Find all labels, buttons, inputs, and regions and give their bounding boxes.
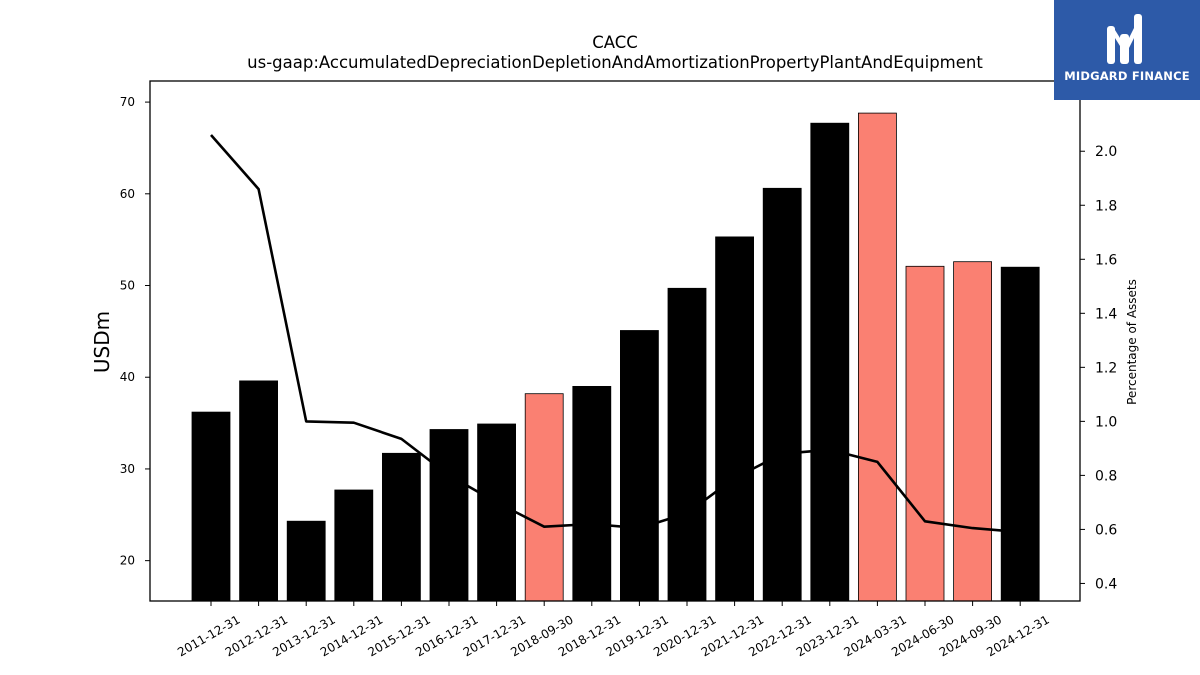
midgard-finance-logo: MIDGARD FINANCE — [1054, 0, 1200, 100]
bar — [429, 429, 469, 602]
bar — [715, 236, 754, 602]
bar — [905, 265, 945, 602]
logo-text: MIDGARD FINANCE — [1064, 69, 1190, 83]
y-axis-label: USDm — [90, 311, 114, 373]
y2-tick-label: 1.4 — [1095, 306, 1117, 322]
bar — [286, 520, 326, 602]
y-tick-label: 30 — [120, 462, 135, 476]
bar — [620, 330, 659, 602]
y2-tick-label: 0.4 — [1095, 576, 1117, 592]
y-axis-left: 20 30 40 50 60 70 — [120, 95, 150, 568]
bar — [1000, 266, 1040, 602]
y2-axis-label: Percentage of Assets — [1125, 279, 1139, 405]
bar — [477, 423, 517, 602]
y-tick-label: 50 — [120, 279, 135, 293]
bar — [810, 122, 850, 602]
bar-series — [191, 112, 1040, 602]
y-tick-label: 40 — [120, 370, 135, 384]
y-tick-label: 20 — [120, 554, 135, 568]
chart-subtitle: us-gaap:AccumulatedDepreciationDepletion… — [247, 53, 983, 72]
y-tick-label: 70 — [120, 95, 135, 109]
midgard-logo-icon — [1107, 14, 1142, 64]
plot-frame — [149, 80, 1081, 602]
bar — [572, 385, 612, 602]
bar — [858, 112, 897, 602]
bar — [381, 452, 421, 602]
y2-tick-label: 1.8 — [1095, 198, 1117, 214]
bar — [667, 287, 707, 602]
x-axis: 2011-12-312012-12-312013-12-312014-12-31… — [175, 601, 1052, 659]
line-series — [210, 134, 1021, 534]
y2-tick-label: 2.0 — [1095, 144, 1117, 160]
y-axis-right: 0.4 0.6 0.8 1.0 1.2 1.4 1.6 1.8 2.0 — [1080, 144, 1117, 592]
bar — [524, 393, 564, 602]
chart-title: CACC — [592, 33, 638, 52]
bar — [953, 261, 992, 602]
bar — [239, 380, 279, 602]
y2-tick-label: 0.6 — [1095, 522, 1117, 538]
bar — [762, 187, 802, 602]
y2-tick-label: 1.6 — [1095, 252, 1117, 268]
line-series-path — [210, 134, 1021, 534]
bar — [334, 489, 374, 602]
y2-tick-label: 0.8 — [1095, 468, 1117, 484]
bar — [191, 411, 231, 602]
y-tick-label: 60 — [120, 187, 135, 201]
y2-tick-label: 1.0 — [1095, 414, 1117, 430]
y2-tick-label: 1.2 — [1095, 360, 1117, 376]
